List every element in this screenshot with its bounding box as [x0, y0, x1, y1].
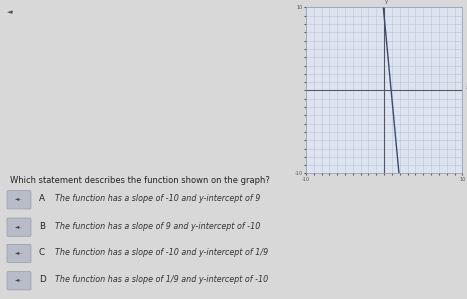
Text: Which statement describes the function shown on the graph?: Which statement describes the function s… — [10, 176, 270, 184]
Text: The function has a slope of 9 and y-intercept of -10: The function has a slope of 9 and y-inte… — [55, 222, 261, 231]
Text: A: A — [39, 194, 45, 203]
Text: ◄··: ◄·· — [15, 196, 23, 201]
Text: y: y — [385, 0, 389, 4]
FancyBboxPatch shape — [7, 218, 31, 236]
Text: B: B — [39, 222, 45, 231]
FancyBboxPatch shape — [7, 244, 31, 263]
Text: ◄··: ◄·· — [15, 250, 23, 255]
Text: D: D — [39, 275, 45, 284]
Text: ◄··: ◄·· — [15, 277, 23, 282]
FancyBboxPatch shape — [7, 191, 31, 209]
Text: C: C — [39, 248, 45, 257]
Text: x: x — [466, 85, 467, 90]
Text: ◄··: ◄·· — [15, 224, 23, 229]
Text: The function has a slope of -10 and y-intercept of 9: The function has a slope of -10 and y-in… — [55, 194, 261, 203]
Text: The function has a slope of -10 and y-intercept of 1/9: The function has a slope of -10 and y-in… — [55, 248, 268, 257]
Text: The function has a slope of 1/9 and y-intercept of -10: The function has a slope of 1/9 and y-in… — [55, 275, 268, 284]
Text: ◄·: ◄· — [7, 9, 14, 15]
FancyBboxPatch shape — [7, 272, 31, 290]
